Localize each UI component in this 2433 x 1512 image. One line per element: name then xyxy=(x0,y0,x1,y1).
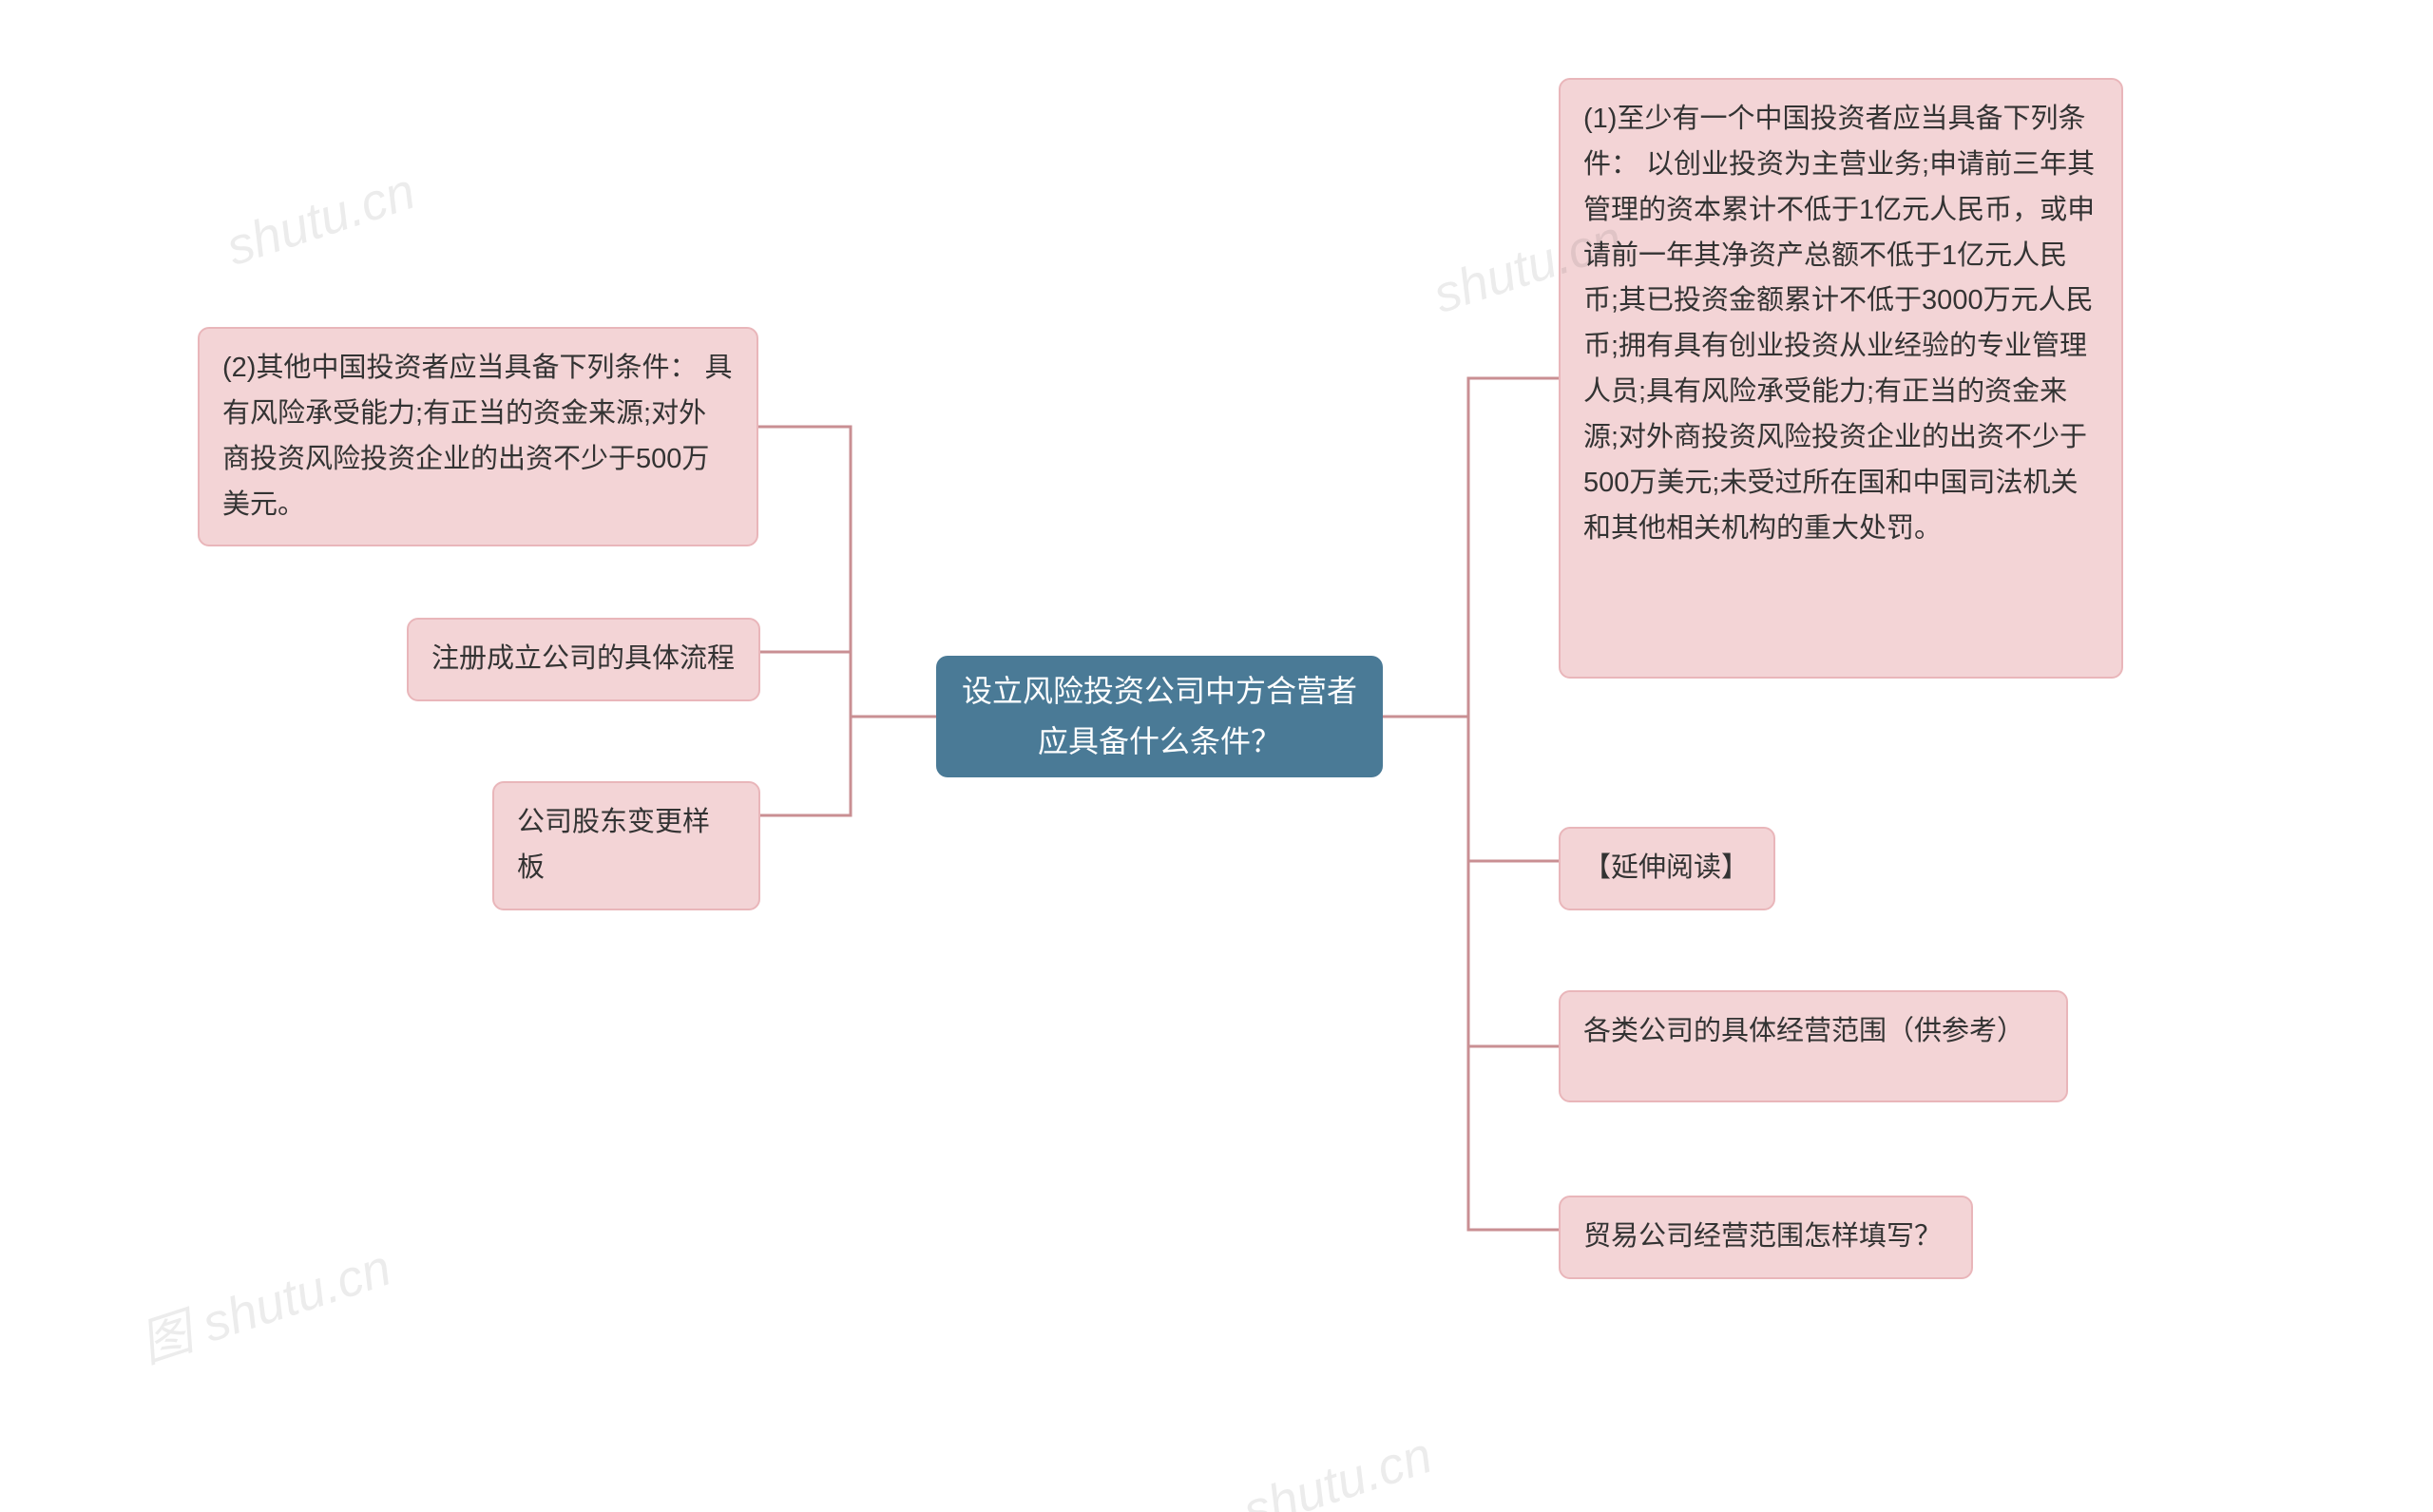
root-node: 设立风险投资公司中方合营者应具备什么条件？ xyxy=(936,656,1383,777)
node-text: (2)其他中国投资者应当具备下列条件： 具有风险承受能力;有正当的资金来源;对外… xyxy=(222,353,733,520)
right-node-1: (1)至少有一个中国投资者应当具备下列条件： 以创业投资为主营业务;申请前三年其… xyxy=(1559,78,2123,679)
node-text: 注册成立公司的具体流程 xyxy=(431,643,735,674)
right-node-3: 各类公司的具体经营范围（供参考） xyxy=(1559,990,2068,1102)
watermark: 图 shutu.cn xyxy=(129,1225,399,1377)
right-node-2: 【延伸阅读】 xyxy=(1559,827,1775,910)
node-text: 【延伸阅读】 xyxy=(1583,852,1749,883)
left-node-2: 注册成立公司的具体流程 xyxy=(407,618,760,701)
node-text: (1)至少有一个中国投资者应当具备下列条件： 以创业投资为主营业务;申请前三年其… xyxy=(1583,104,2095,544)
left-node-1: (2)其他中国投资者应当具备下列条件： 具有风险承受能力;有正当的资金来源;对外… xyxy=(198,327,758,546)
watermark: shutu.cn xyxy=(220,162,422,278)
root-text: 设立风险投资公司中方合营者应具备什么条件？ xyxy=(959,666,1360,767)
node-text: 贸易公司经营范围怎样填写？ xyxy=(1583,1221,1942,1252)
node-text: 公司股东变更样板 xyxy=(517,807,710,883)
right-node-4: 贸易公司经营范围怎样填写？ xyxy=(1559,1196,1973,1279)
left-node-3: 公司股东变更样板 xyxy=(492,781,760,910)
node-text: 各类公司的具体经营范围（供参考） xyxy=(1583,1016,2024,1046)
mindmap-canvas: 设立风险投资公司中方合营者应具备什么条件？ (2)其他中国投资者应当具备下列条件… xyxy=(0,0,2433,1512)
watermark: shutu.cn xyxy=(1236,1426,1439,1512)
